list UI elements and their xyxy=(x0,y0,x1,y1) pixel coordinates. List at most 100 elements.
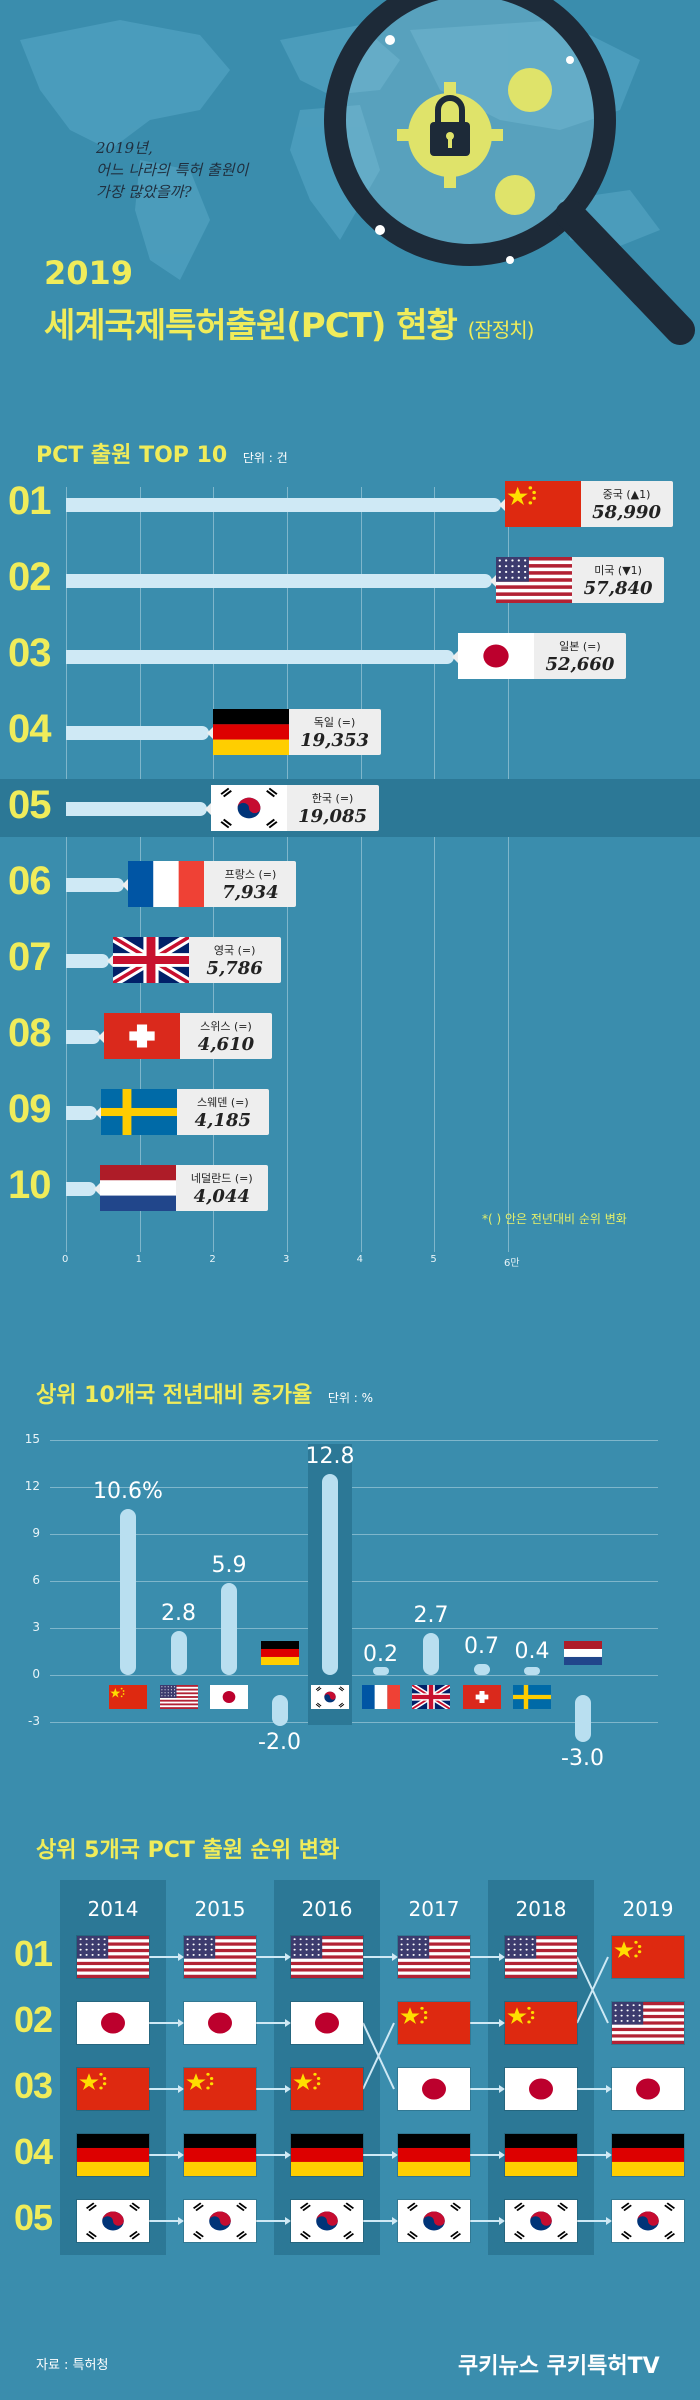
value-label-germany: 독일 (=) 19,353 xyxy=(212,709,381,755)
arrow-head-icon xyxy=(606,2151,612,2159)
gridline-horizontal xyxy=(50,1628,658,1629)
gridline xyxy=(66,487,67,1252)
x-axis-tick-label: 3 xyxy=(283,1254,290,1265)
arrow-head-icon xyxy=(285,1953,291,1961)
usa-flag xyxy=(505,1936,577,1978)
value-label-france: 프랑스 (=) 7,934 xyxy=(128,861,297,907)
china-flag xyxy=(612,1936,684,1978)
growth-bar-usa xyxy=(170,1631,187,1675)
rank-number: 01 xyxy=(14,1933,53,1974)
country-name: 미국 (▼1) xyxy=(594,563,642,577)
value-text: 미국 (▼1) 57,840 xyxy=(572,557,664,603)
growth-value-label: 2.7 xyxy=(413,1602,449,1628)
x-axis-tick-label: 0 xyxy=(62,1254,69,1265)
arrow-head-icon xyxy=(392,2151,398,2159)
label-pointer xyxy=(498,499,505,511)
rank-number: 06 xyxy=(8,859,51,903)
country-value: 4,185 xyxy=(194,1109,252,1131)
usa-flag xyxy=(184,1936,256,1978)
usa-flag xyxy=(159,1685,198,1709)
china-flag xyxy=(77,2068,149,2110)
year-label: 2018 xyxy=(515,1897,567,1921)
netherlands-flag xyxy=(99,1165,176,1211)
page-title-main: 세계국제특허출원(PCT) 현황 xyxy=(44,306,458,346)
arrow-head-icon xyxy=(606,2085,612,2093)
bar-uk xyxy=(66,954,109,968)
y-axis-tick-label: 15 xyxy=(24,1432,40,1446)
germany-flag xyxy=(505,2134,577,2176)
rank-number: 03 xyxy=(8,631,51,675)
growth-chart: 15 12 9 6 3 0 -3 10.6% 2.8 5.9 -2.0 12.8 0.2 2.7 0.7 0.… xyxy=(0,1420,700,1780)
label-pointer xyxy=(106,955,113,967)
value-label-uk: 영국 (=) 5,786 xyxy=(112,937,281,983)
value-label-china: 중국 (▲1) 58,990 xyxy=(504,481,673,527)
value-text: 중국 (▲1) 58,990 xyxy=(581,481,673,527)
top10-footnote: *( ) 안은 전년대비 순위 변화 xyxy=(482,1212,627,1226)
rank-number: 09 xyxy=(8,1087,51,1131)
country-name: 일본 (=) xyxy=(559,639,601,653)
gridline-horizontal xyxy=(50,1534,658,1535)
country-name: 한국 (=) xyxy=(311,791,354,805)
bar-china xyxy=(66,498,501,512)
germany-flag xyxy=(212,709,289,755)
arrow-head-icon xyxy=(285,2019,291,2027)
gridline xyxy=(508,487,509,1252)
bar-switzerland xyxy=(66,1030,100,1044)
value-label-switzerland: 스위스 (=) 4,610 xyxy=(103,1013,272,1059)
section2-unit: 단위 : % xyxy=(327,1391,374,1405)
arrow-head-icon xyxy=(178,2151,184,2159)
value-text: 독일 (=) 19,353 xyxy=(289,709,381,755)
y-axis-tick-label: -3 xyxy=(28,1714,40,1728)
japan-flag xyxy=(457,633,534,679)
country-value: 4,610 xyxy=(197,1033,255,1055)
label-pointer xyxy=(94,1107,101,1119)
japan-flag xyxy=(210,1685,248,1709)
x-axis-tick-label: 2 xyxy=(209,1254,216,1265)
growth-bar-germany xyxy=(271,1695,288,1727)
country-value: 57,840 xyxy=(583,577,653,599)
label-pointer xyxy=(451,651,458,663)
japan-flag xyxy=(184,2002,256,2044)
value-text: 한국 (=) 19,085 xyxy=(287,785,379,831)
country-name: 영국 (=) xyxy=(213,943,256,957)
china-flag xyxy=(398,2002,470,2044)
rank-number: 02 xyxy=(8,555,51,599)
growth-bar-netherlands xyxy=(574,1695,591,1742)
rank-number: 01 xyxy=(8,479,51,523)
growth-bar-korea xyxy=(322,1474,338,1675)
uk-flag xyxy=(112,937,189,983)
bar-japan xyxy=(66,650,454,664)
label-pointer xyxy=(490,575,497,587)
page-title-sub: (잠정치) xyxy=(467,318,535,342)
growth-value-label: 0.4 xyxy=(514,1638,550,1664)
country-name: 프랑스 (=) xyxy=(224,867,277,881)
value-text: 스웨덴 (=) 4,185 xyxy=(177,1089,269,1135)
country-name: 독일 (=) xyxy=(313,715,356,729)
label-pointer xyxy=(93,1183,100,1195)
netherlands-flag xyxy=(563,1641,602,1665)
bar-france xyxy=(66,878,125,892)
usa-flag xyxy=(612,2002,684,2044)
korea-flag xyxy=(210,785,287,831)
year-label: 2019 xyxy=(622,1897,674,1921)
rank-number: 10 xyxy=(8,1163,51,1207)
france-flag xyxy=(361,1685,400,1709)
country-value: 52,660 xyxy=(545,653,615,675)
growth-bar-france xyxy=(372,1667,389,1675)
arrow-head-icon xyxy=(499,2151,505,2159)
arrow-head-icon xyxy=(606,2217,612,2225)
usa-flag xyxy=(398,1936,470,1978)
bar-korea xyxy=(66,802,207,816)
section1-title-text: PCT 출원 TOP 10 xyxy=(36,443,228,468)
year-label: 2014 xyxy=(87,1897,139,1921)
label-pointer xyxy=(97,1031,104,1043)
rank-number: 04 xyxy=(8,707,51,751)
country-name: 스위스 (=) xyxy=(200,1019,252,1033)
value-text: 스위스 (=) 4,610 xyxy=(180,1013,272,1059)
korea-flag xyxy=(505,2200,577,2242)
growth-value-label: 2.8 xyxy=(161,1601,196,1627)
rank-connector-china xyxy=(362,2022,395,2090)
growth-value-label: 5.9 xyxy=(211,1552,247,1578)
usa-flag xyxy=(291,1936,363,1978)
country-value: 7,934 xyxy=(222,881,279,903)
